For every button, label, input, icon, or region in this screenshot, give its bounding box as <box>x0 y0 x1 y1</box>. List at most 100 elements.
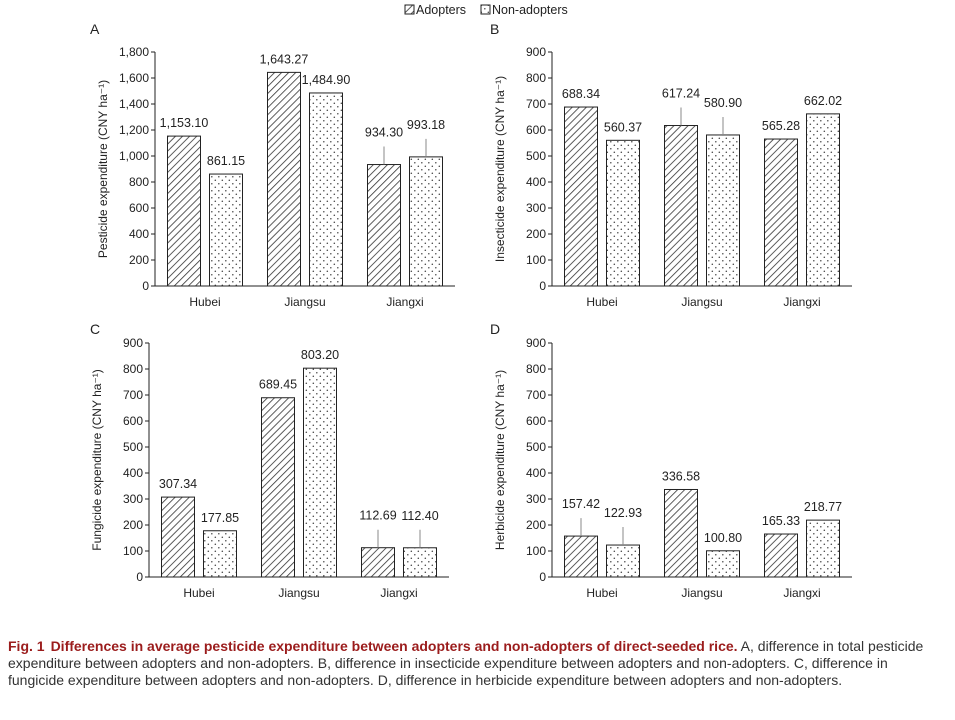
bar-non-adopters <box>606 544 640 578</box>
data-label: 112.40 <box>401 509 438 523</box>
y-tick-label: 500 <box>526 440 546 454</box>
y-tick-label: 100 <box>526 544 546 558</box>
y-tick-label: 800 <box>526 71 546 85</box>
bar-non-adopters <box>203 530 237 578</box>
caption-number: Fig. 1 <box>8 638 45 654</box>
data-label: 218.77 <box>804 500 842 514</box>
bar-non-adopters <box>309 92 343 287</box>
y-tick-label: 200 <box>526 227 546 241</box>
bar-non-adopters <box>806 519 840 578</box>
data-label: 861.15 <box>207 154 245 168</box>
y-tick-label: 1,200 <box>119 123 149 137</box>
x-tick-label: Jiangsu <box>278 586 319 600</box>
x-tick-label: Jiangsu <box>284 295 325 309</box>
y-axis-label: Pesticide expenditure (CNY ha⁻¹) <box>96 80 110 258</box>
legend-label-non-adopters: Non-adopters <box>492 3 568 17</box>
caption-title: Differences in average pesticide expendi… <box>50 638 738 654</box>
data-label: 560.37 <box>604 120 642 134</box>
y-tick-label: 200 <box>526 518 546 532</box>
data-label: 1,484.90 <box>302 73 351 87</box>
y-tick-label: 600 <box>526 414 546 428</box>
y-tick-label: 0 <box>539 570 546 584</box>
x-tick-label: Jiangxi <box>783 295 820 309</box>
data-label: 177.85 <box>201 511 239 525</box>
data-label: 157.42 <box>562 497 600 511</box>
bar-non-adopters <box>209 173 243 287</box>
y-tick-label: 900 <box>526 336 546 350</box>
bar-adopters <box>664 125 698 287</box>
bar-adopters <box>764 533 798 578</box>
y-tick-label: 200 <box>129 253 149 267</box>
y-tick-label: 500 <box>123 440 143 454</box>
data-label: 122.93 <box>604 506 642 520</box>
bar-non-adopters <box>706 550 740 578</box>
y-tick-label: 300 <box>526 492 546 506</box>
caption-text: A, difference in total pesticide expendi… <box>8 638 924 688</box>
bar-non-adopters <box>403 547 437 578</box>
bar-adopters <box>361 547 395 578</box>
figure-canvas: Adopters Non-adopters A Pesticide expendi… <box>90 3 852 600</box>
y-tick-label: 1,800 <box>119 45 149 59</box>
bar-adopters <box>664 488 698 578</box>
y-tick-label: 700 <box>526 97 546 111</box>
bar-adopters <box>261 397 295 578</box>
y-tick-label: 100 <box>526 253 546 267</box>
y-tick-label: 600 <box>129 201 149 215</box>
y-tick-label: 700 <box>526 388 546 402</box>
y-tick-label: 400 <box>123 466 143 480</box>
y-tick-label: 900 <box>526 45 546 59</box>
y-tick-label: 1,000 <box>119 149 149 163</box>
y-axis-label: Insecticide expenditure (CNY ha⁻¹) <box>493 76 507 262</box>
data-label: 565.28 <box>762 119 800 133</box>
x-tick-label: Hubei <box>189 295 220 309</box>
figure-caption: Fig. 1 Differences in average pesticide e… <box>8 638 944 689</box>
y-tick-label: 100 <box>123 544 143 558</box>
bar-adopters <box>564 106 598 287</box>
data-label: 165.33 <box>762 514 800 528</box>
y-tick-label: 800 <box>526 362 546 376</box>
y-tick-label: 300 <box>123 492 143 506</box>
data-label: 580.90 <box>704 96 742 110</box>
bar-adopters <box>367 164 401 287</box>
data-label: 688.34 <box>562 87 600 101</box>
data-label: 112.69 <box>359 509 396 523</box>
bar-non-adopters <box>409 156 443 287</box>
y-tick-label: 800 <box>129 175 149 189</box>
data-label: 662.02 <box>804 94 842 108</box>
y-tick-label: 400 <box>526 175 546 189</box>
y-tick-label: 800 <box>123 362 143 376</box>
data-label: 934.30 <box>365 126 403 140</box>
x-tick-label: Jiangsu <box>681 295 722 309</box>
y-tick-label: 0 <box>539 279 546 293</box>
legend-label-adopters: Adopters <box>416 3 466 17</box>
panel-letter: A <box>90 21 100 37</box>
chart-panel-c: C Fungicide expenditure (CNY ha⁻¹) 0 100 200… <box>90 321 449 600</box>
y-tick-label: 1,400 <box>119 97 149 111</box>
x-tick-label: Jiangxi <box>386 295 423 309</box>
bar-non-adopters <box>606 139 640 287</box>
x-tick-label: Jiangxi <box>380 586 417 600</box>
data-label: 689.45 <box>259 378 297 392</box>
bar-adopters <box>764 138 798 287</box>
x-tick-label: Hubei <box>586 295 617 309</box>
legend-swatch-adopters <box>404 4 415 15</box>
data-label: 617.24 <box>662 87 700 101</box>
y-tick-label: 1,600 <box>119 71 149 85</box>
data-label: 803.20 <box>301 348 339 362</box>
bar-adopters <box>267 71 301 287</box>
y-tick-label: 0 <box>142 279 149 293</box>
y-tick-label: 200 <box>123 518 143 532</box>
chart-panel-d: D Herbicide expenditure (CNY ha⁻¹) 0 100 200… <box>490 321 852 600</box>
chart-panel-a: A Pesticide expenditure (CNY ha⁻¹) 0 200 400… <box>90 21 455 309</box>
x-tick-label: Jiangxi <box>783 586 820 600</box>
bar-non-adopters <box>706 134 740 287</box>
data-label: 100.80 <box>704 531 742 545</box>
bar-non-adopters <box>303 367 337 578</box>
y-tick-label: 600 <box>526 123 546 137</box>
y-tick-label: 700 <box>123 388 143 402</box>
y-tick-label: 400 <box>129 227 149 241</box>
data-label: 993.18 <box>407 118 445 132</box>
x-tick-label: Hubei <box>183 586 214 600</box>
bar-non-adopters <box>806 113 840 287</box>
y-tick-label: 0 <box>136 570 143 584</box>
